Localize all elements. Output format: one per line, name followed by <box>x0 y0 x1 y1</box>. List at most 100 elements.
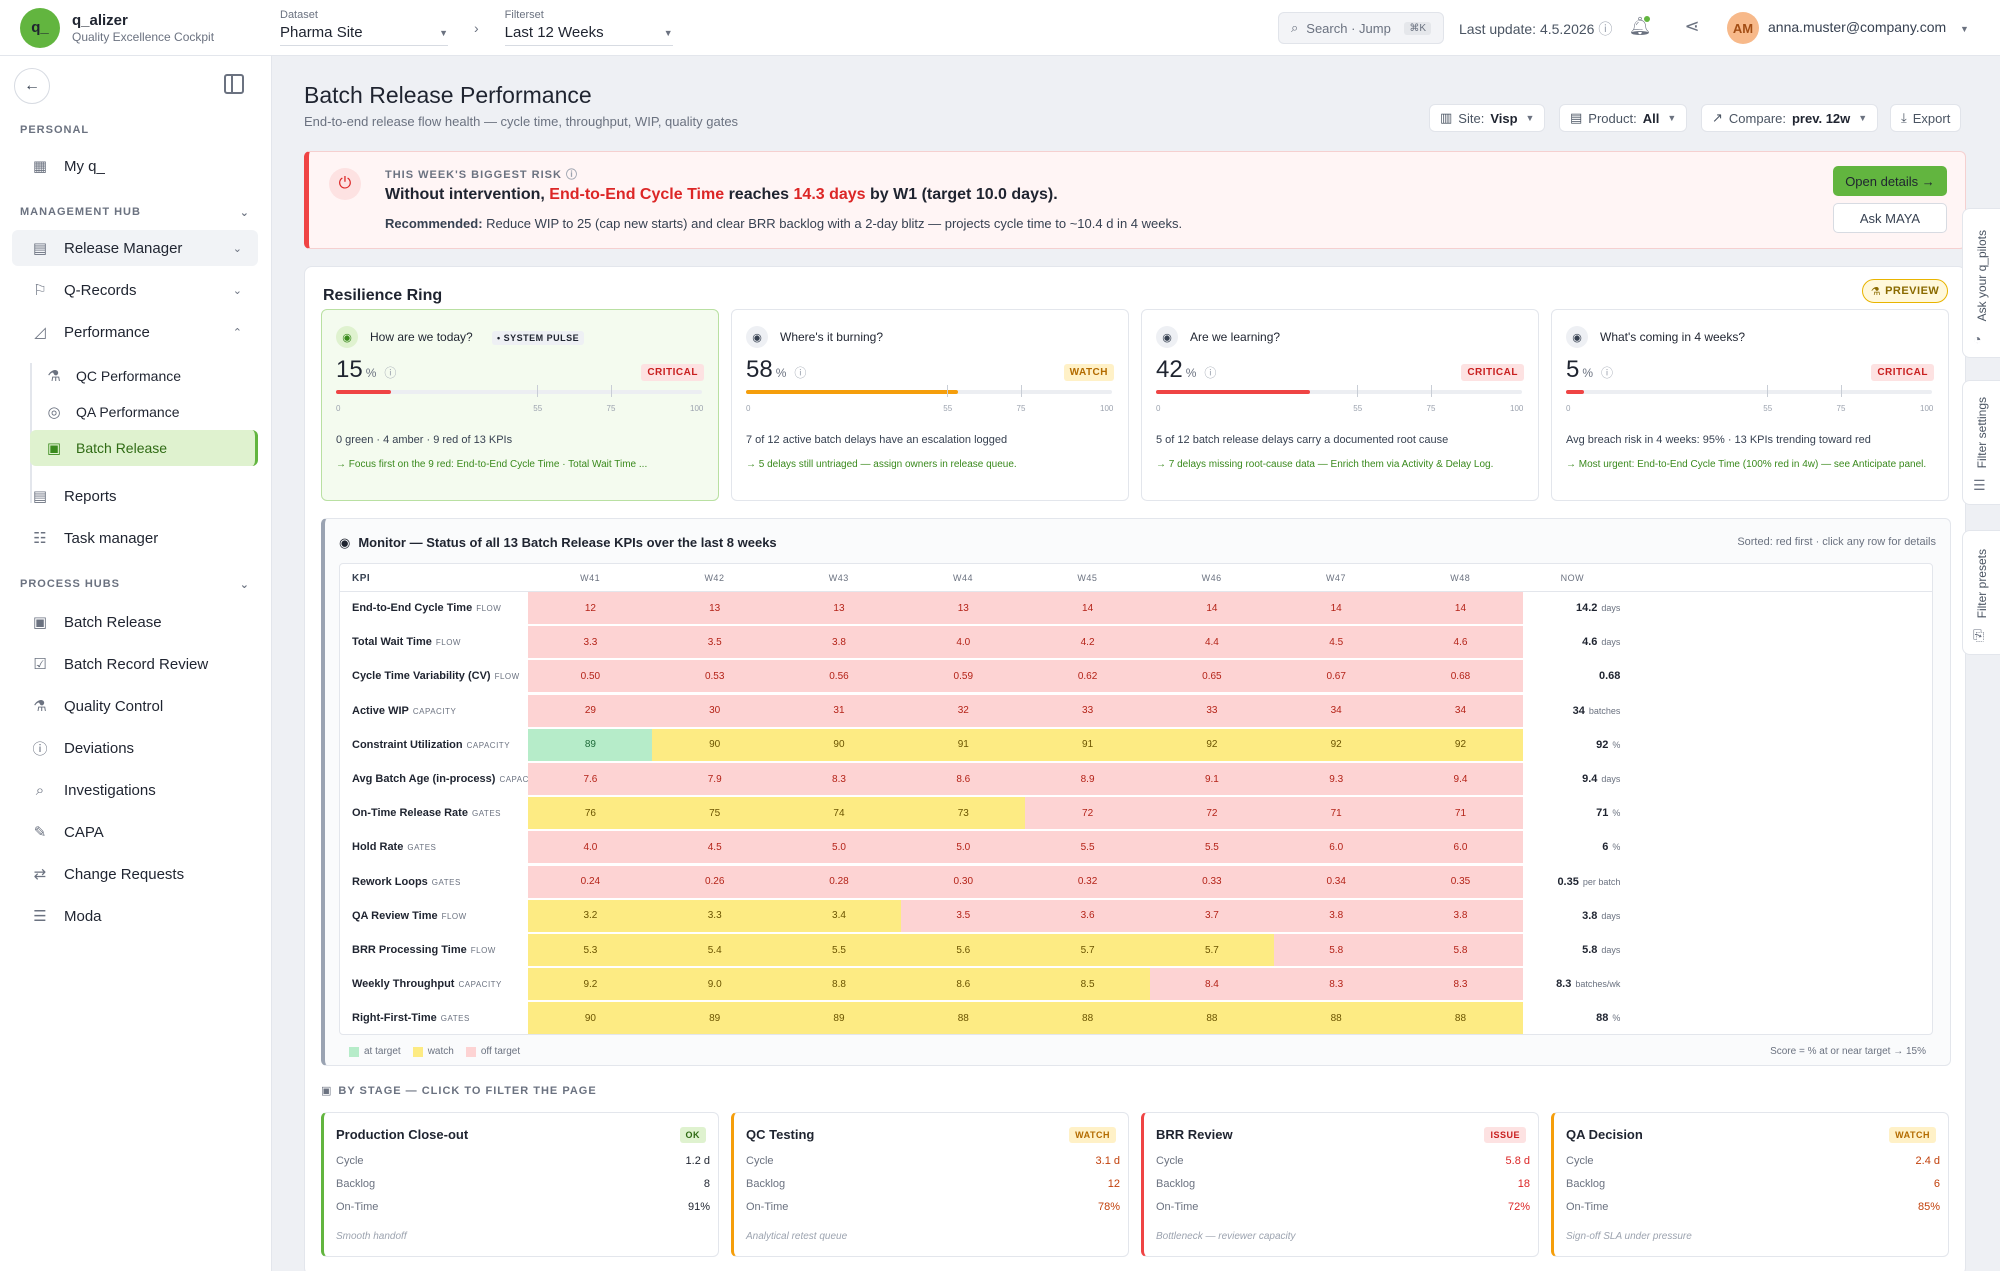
table-row[interactable]: Weekly Throughput CAPACITY 9.2 9.0 8.8 8.6 8.5… <box>340 968 1932 1001</box>
table-row[interactable]: Active WIP CAPACITY 29 30 31 32 33 33 34 34 34 batc… <box>340 694 1932 727</box>
heatmap-cell[interactable]: 91 <box>900 728 1026 761</box>
card-action[interactable]: → Focus first on the 9 red: End-to-End C… <box>336 458 706 472</box>
heatmap-cell[interactable]: 32 <box>900 694 1026 727</box>
heatmap-cell[interactable]: 3.5 <box>900 899 1026 932</box>
user-email[interactable]: anna.muster@company.com ▼ <box>1768 19 1969 35</box>
card-action[interactable]: → 5 delays still untriaged — assign owne… <box>746 458 1116 472</box>
heatmap-cell[interactable]: 3.3 <box>652 899 778 932</box>
tab-filter-presets[interactable]: Filter presets ⎘ <box>1962 530 2000 655</box>
heatmap-cell[interactable]: 0.33 <box>1149 865 1275 898</box>
heatmap-cell[interactable]: 71 <box>1273 797 1399 830</box>
search-input[interactable]: ⌕ Search · Jump ⌘K <box>1278 12 1444 44</box>
heatmap-cell[interactable]: 0.56 <box>776 660 902 693</box>
heatmap-cell[interactable]: 0.67 <box>1273 660 1399 693</box>
heatmap-cell[interactable]: 3.6 <box>1025 899 1150 932</box>
table-row[interactable]: Avg Batch Age (in-process) CAPACITY 7.6 7.9… <box>340 763 1932 795</box>
heatmap-cell[interactable]: 14 <box>1149 592 1275 624</box>
sidebar-item-batch-release[interactable]: ▣ Batch Release <box>12 604 258 640</box>
heatmap-cell[interactable]: 76 <box>528 797 653 830</box>
stage-card[interactable]: QC Testing WATCH Cycle 3.1 d Backlog 12 On-Tim… <box>731 1112 1129 1257</box>
heatmap-cell[interactable]: 8.6 <box>900 763 1026 795</box>
heatmap-cell[interactable]: 0.32 <box>1025 865 1150 898</box>
tab-ask-q-pilots[interactable]: Ask your q_pilots ◔ <box>1962 208 2000 358</box>
sidebar-item-my-q[interactable]: ▦ My q_ <box>12 148 258 184</box>
heatmap-cell[interactable]: 5.5 <box>1025 831 1150 864</box>
heatmap-cell[interactable]: 3.8 <box>1273 899 1399 932</box>
heatmap-cell[interactable]: 90 <box>652 728 778 761</box>
heatmap-cell[interactable]: 92 <box>1149 728 1275 761</box>
sidebar-item-release-manager[interactable]: ▤ Release Manager ⌄ <box>12 230 258 266</box>
resilience-card[interactable]: ◉ Where's it burning? 58% ⓘ WATCH 0 55 75 100 7 o… <box>731 309 1129 501</box>
card-action[interactable]: → Most urgent: End-to-End Cycle Time (10… <box>1566 458 1936 472</box>
heatmap-cell[interactable]: 0.62 <box>1025 660 1150 693</box>
heatmap-cell[interactable]: 9.3 <box>1273 763 1399 795</box>
heatmap-cell[interactable]: 72 <box>1149 797 1275 830</box>
table-row[interactable]: End-to-End Cycle Time FLOW 12 13 13 13 14 14 14 1… <box>340 592 1932 624</box>
heatmap-cell[interactable]: 4.5 <box>1273 626 1399 659</box>
open-details-button[interactable]: Open details → <box>1833 166 1947 196</box>
table-row[interactable]: Total Wait Time FLOW 3.3 3.5 3.8 4.0 4.2 4.4 4.5… <box>340 626 1932 659</box>
resilience-card[interactable]: ◉ How are we today? • SYSTEM PULSE 15% ⓘ CRIT… <box>321 309 719 501</box>
product-filter[interactable]: ▤ Product: All ▼ <box>1559 104 1688 132</box>
heatmap-cell[interactable]: 88 <box>1398 1002 1523 1034</box>
heatmap-cell[interactable]: 8.6 <box>900 968 1026 1001</box>
sidebar-item-qc-performance[interactable]: ⚗ QC Performance <box>30 358 258 394</box>
heatmap-cell[interactable]: 0.30 <box>900 865 1026 898</box>
heatmap-cell[interactable]: 8.3 <box>776 763 902 795</box>
dataset-select[interactable]: Dataset Pharma Site ▼ <box>280 9 448 46</box>
filterset-select[interactable]: Filterset Last 12 Weeks ▼ <box>504 9 673 46</box>
sidebar-item-batch-record-review[interactable]: ☑ Batch Record Review <box>12 646 258 682</box>
heatmap-cell[interactable]: 5.6 <box>900 934 1026 966</box>
sidebar-item-moda[interactable]: ☰ Moda <box>12 898 258 934</box>
table-row[interactable]: Right-First-Time GATES 90 89 89 88 88 88 88 88 88% <box>340 1002 1932 1034</box>
heatmap-cell[interactable]: 14 <box>1025 592 1150 624</box>
heatmap-cell[interactable]: 5.0 <box>776 831 902 864</box>
stage-card[interactable]: Production Close-out OK Cycle 1.2 d Backlog 8… <box>321 1112 719 1257</box>
heatmap-cell[interactable]: 5.3 <box>528 934 653 966</box>
heatmap-cell[interactable]: 5.0 <box>900 831 1026 864</box>
app-logo[interactable]: q_ q_alizer Quality Excellence Cockpit <box>0 7 280 48</box>
sidebar-item-change-requests[interactable]: ⇄ Change Requests <box>12 856 258 892</box>
tab-filter-settings[interactable]: Filter settings ☰ <box>1962 380 2000 505</box>
heatmap-cell[interactable]: 91 <box>1025 728 1150 761</box>
sidebar-item-quality-control[interactable]: ⚗ Quality Control <box>12 688 258 724</box>
heatmap-cell[interactable]: 3.8 <box>1398 899 1523 932</box>
heatmap-cell[interactable]: 4.4 <box>1149 626 1275 659</box>
section-management[interactable]: MANAGEMENT HUB ⌄ <box>20 206 250 219</box>
sidebar-item-reports[interactable]: ▤ Reports <box>12 478 258 514</box>
heatmap-cell[interactable]: 3.4 <box>776 899 902 932</box>
back-button[interactable]: ← <box>14 68 50 104</box>
heatmap-cell[interactable]: 7.9 <box>652 763 778 795</box>
heatmap-cell[interactable]: 88 <box>900 1002 1026 1034</box>
heatmap-cell[interactable]: 14 <box>1273 592 1399 624</box>
heatmap-cell[interactable]: 33 <box>1149 694 1275 727</box>
heatmap-cell[interactable]: 88 <box>1149 1002 1275 1034</box>
heatmap-cell[interactable]: 0.53 <box>652 660 778 693</box>
heatmap-cell[interactable]: 4.0 <box>528 831 653 864</box>
heatmap-cell[interactable]: 8.8 <box>776 968 902 1001</box>
heatmap-cell[interactable]: 3.2 <box>528 899 653 932</box>
table-row[interactable]: On-Time Release Rate GATES 76 75 74 73 72 72 71 7… <box>340 797 1932 830</box>
heatmap-cell[interactable]: 4.5 <box>652 831 778 864</box>
share-icon[interactable]: ⋖ <box>1684 16 1700 36</box>
heatmap-cell[interactable]: 12 <box>528 592 653 624</box>
heatmap-cell[interactable]: 71 <box>1398 797 1523 830</box>
heatmap-cell[interactable]: 89 <box>776 1002 902 1034</box>
heatmap-cell[interactable]: 34 <box>1398 694 1523 727</box>
avatar[interactable]: AM <box>1727 12 1759 44</box>
sidebar-item-q-records[interactable]: ⚐ Q-Records ⌄ <box>12 272 258 308</box>
heatmap-cell[interactable]: 5.5 <box>1149 831 1275 864</box>
heatmap-cell[interactable]: 0.65 <box>1149 660 1275 693</box>
heatmap-cell[interactable]: 74 <box>776 797 902 830</box>
site-filter[interactable]: ▥ Site: Visp ▼ <box>1429 104 1546 132</box>
heatmap-cell[interactable]: 13 <box>776 592 902 624</box>
heatmap-cell[interactable]: 8.3 <box>1398 968 1523 1001</box>
heatmap-cell[interactable]: 0.50 <box>528 660 653 693</box>
heatmap-cell[interactable]: 5.5 <box>776 934 902 966</box>
sidebar-item-qa-performance[interactable]: ◎ QA Performance <box>30 394 258 430</box>
sidebar-item-performance[interactable]: ◿ Performance ⌃ <box>12 314 258 350</box>
stage-card[interactable]: BRR Review ISSUE Cycle 5.8 d Backlog 18 On-Tim… <box>1141 1112 1539 1257</box>
table-row[interactable]: BRR Processing Time FLOW 5.3 5.4 5.5 5.6 5.7 5.… <box>340 934 1932 966</box>
heatmap-cell[interactable]: 0.35 <box>1398 865 1523 898</box>
heatmap-cell[interactable]: 5.8 <box>1398 934 1523 966</box>
